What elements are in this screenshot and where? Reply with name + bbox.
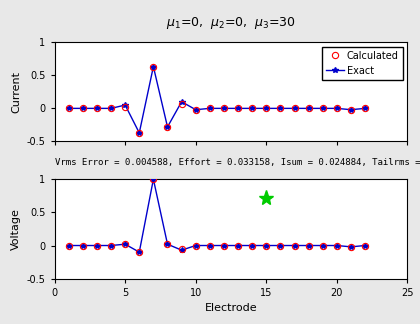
Y-axis label: Voltage: Voltage <box>11 208 21 250</box>
Y-axis label: Current: Current <box>11 71 21 113</box>
Text: $\mu_1$=0,  $\mu_2$=0,  $\mu_3$=30: $\mu_1$=0, $\mu_2$=0, $\mu_3$=30 <box>166 15 296 30</box>
Legend: Calculated, Exact: Calculated, Exact <box>323 47 402 80</box>
Text: Vrms Error = 0.004588, Effort = 0.033158, Isum = 0.024884, Tailrms = 0.0007089: Vrms Error = 0.004588, Effort = 0.033158… <box>55 158 420 167</box>
X-axis label: Electrode: Electrode <box>205 303 257 313</box>
